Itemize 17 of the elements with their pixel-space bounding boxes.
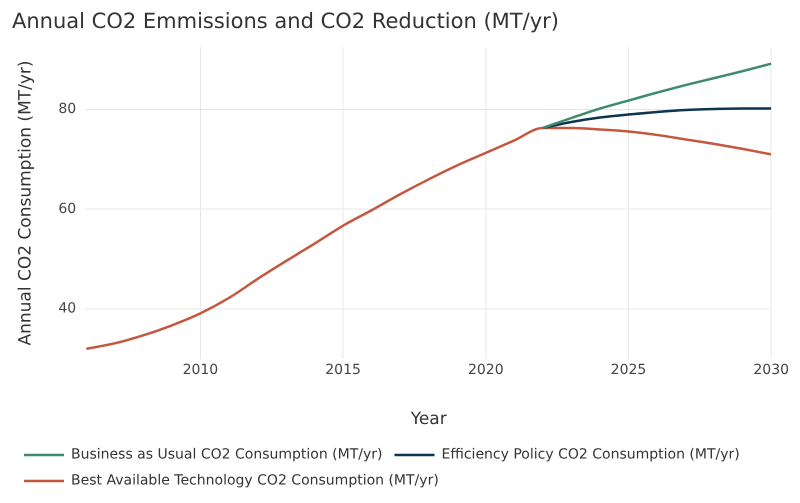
y-tick-label: 40: [58, 300, 76, 317]
legend-label: Efficiency Policy CO2 Consumption (MT/yr): [441, 446, 740, 463]
line-series: [542, 107, 772, 130]
x-tick-label: 2025: [610, 362, 646, 378]
y-tick-label: 60: [58, 200, 76, 217]
x-tick-label: 2030: [753, 362, 790, 378]
legend-label: Business as Usual CO2 Consumption (MT/yr): [71, 446, 382, 463]
line-series: [542, 62, 772, 130]
legend-label: Best Available Technology CO2 Consumption (MT/yr): [71, 472, 439, 489]
x-tick-label: 2015: [325, 362, 361, 378]
y-tick-label: 80: [58, 101, 76, 118]
chart-title: Annual CO2 Emmissions and CO2 Reduction (MT/yr): [12, 9, 559, 34]
y-axis-title: Annual CO2 Consumption (MT/yr): [16, 60, 36, 346]
x-tick-label: 2020: [468, 362, 504, 378]
line-series: [86, 126, 772, 350]
x-tick-label: 2010: [182, 362, 218, 378]
x-axis-title: Year: [410, 409, 447, 430]
